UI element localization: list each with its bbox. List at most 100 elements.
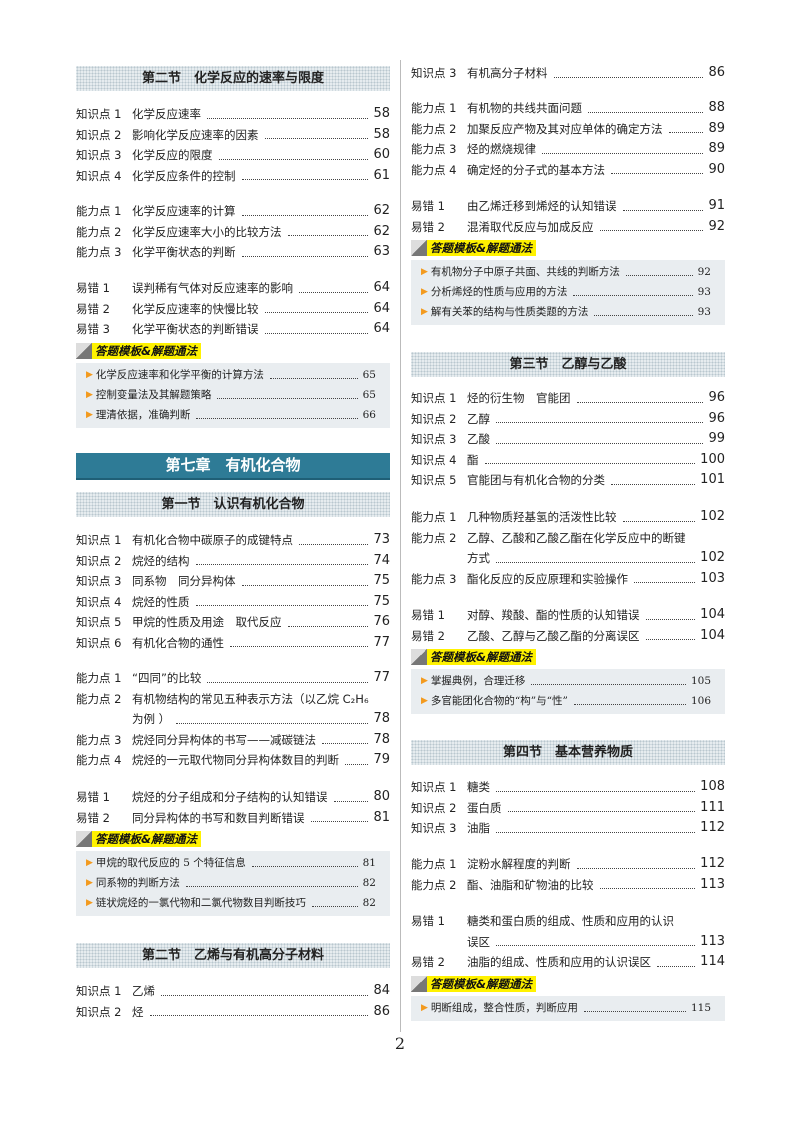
toc-entry[interactable]: 知识点 2 蛋白质 111 (411, 798, 725, 819)
template-entry[interactable]: ▶ 解有关苯的结构与性质类题的方法 93 (411, 302, 725, 322)
template-entry[interactable]: ▶ 链状烷烃的一氯代物和二氯代物数目判断技巧 82 (76, 893, 390, 913)
toc-entry[interactable]: 易错 2 化学反应速率的快慢比较 64 (76, 299, 390, 320)
arrow-right-icon: ▶ (86, 898, 93, 908)
toc-entry[interactable]: 能力点 3 酯化反应的反应原理和实验操作 103 (411, 569, 725, 590)
toc-entry[interactable]: 能力点 3 化学平衡状态的判断 63 (76, 242, 390, 263)
entry-title: 多官能团化合物的“构”与“性” (430, 695, 568, 707)
toc-entry[interactable]: 知识点 1 乙烯 84 (76, 981, 390, 1002)
entry-label: 知识点 3 (76, 148, 122, 162)
entry-page: 102 (700, 509, 725, 524)
toc-entry[interactable]: 易错 2 油脂的组成、性质和应用的认识误区 114 (411, 952, 725, 973)
toc-entry[interactable]: 知识点 4 酯 100 (411, 450, 725, 471)
toc-entry[interactable]: 能力点 3 烷烃同分异构体的书写——减碳链法 78 (76, 730, 390, 751)
entry-page: 113 (700, 876, 725, 892)
toc-entry[interactable]: 能力点 2 有机物结构的常见五种表示方法（以乙烷 C₂H₆ (76, 689, 390, 710)
toc-entry[interactable]: 能力点 1 “四同”的比较 77 (76, 668, 390, 689)
entry-title: 糖类和蛋白质的组成、性质和应用的认识 (467, 914, 674, 928)
template-entry[interactable]: ▶ 化学反应速率和化学平衡的计算方法 65 (76, 365, 390, 385)
toc-entry[interactable]: 能力点 2 酯、油脂和矿物油的比较 113 (411, 875, 725, 896)
toc-entry[interactable]: 知识点 4 化学反应条件的控制 61 (76, 166, 390, 187)
template-entry[interactable]: ▶ 有机物分子中原子共面、共线的判断方法 92 (411, 262, 725, 282)
dot-leader (599, 230, 704, 231)
entry-page: 111 (700, 799, 725, 815)
entry-title: 烃 (132, 1004, 144, 1019)
toc-entry[interactable]: 为例 ） 78 (76, 709, 390, 730)
entry-title: 有机化合物的通性 (132, 635, 224, 650)
toc-entry[interactable]: 易错 2 混淆取代反应与加成反应 92 (411, 217, 725, 238)
entry-page: 93 (697, 306, 711, 318)
toc-entry[interactable]: 能力点 3 烃的燃烧规律 89 (411, 139, 725, 160)
entry-page: 89 (708, 120, 725, 136)
arrow-right-icon: ▶ (86, 878, 93, 888)
toc-entry[interactable]: 知识点 2 乙醇 96 (411, 409, 725, 430)
entry-page: 79 (373, 752, 390, 767)
toc-entry[interactable]: 知识点 3 同系物 同分异构体 75 (76, 571, 390, 592)
template-entry[interactable]: ▶ 甲烷的取代反应的 5 个特征信息 81 (76, 853, 390, 873)
toc-entry[interactable]: 易错 1 对醇、羧酸、酯的性质的认知错误 104 (411, 605, 725, 626)
toc-entry[interactable]: 知识点 3 化学反应的限度 60 (76, 145, 390, 166)
entry-page: 90 (708, 161, 725, 177)
toc-entry[interactable]: 知识点 1 有机化合物中碳原子的成键特点 73 (76, 530, 390, 551)
toc-entry[interactable]: 易错 2 乙酸、乙醇与乙酸乙酯的分离误区 104 (411, 626, 725, 647)
entry-page: 64 (373, 321, 390, 336)
toc-entry[interactable]: 知识点 6 有机化合物的通性 77 (76, 633, 390, 654)
toc-entry[interactable]: 知识点 1 糖类 108 (411, 777, 725, 798)
entry-group: 能力点 1 几种物质羟基氢的活泼性比较 102 能力点 2 乙醇、乙酸和乙酸乙酯在化学反… (411, 507, 725, 589)
dot-leader (645, 618, 696, 620)
template-entry[interactable]: ▶ 同系物的判断方法 82 (76, 873, 390, 893)
toc-entry[interactable]: 能力点 4 确定烃的分子式的基本方法 90 (411, 160, 725, 181)
entry-title: 烷烃的分子组成和分子结构的认知错误 (132, 790, 328, 804)
dot-leader (634, 582, 696, 583)
entry-label: 知识点 1 (76, 107, 122, 121)
toc-entry[interactable]: 能力点 1 几种物质羟基氢的活泼性比较 102 (411, 507, 725, 528)
toc-entry[interactable]: 能力点 4 烷烃的一元取代物同分异构体数目的判断 79 (76, 750, 390, 771)
dot-leader (668, 132, 704, 133)
toc-entry[interactable]: 能力点 2 加聚反应产物及其对应单体的确定方法 89 (411, 119, 725, 140)
template-entry[interactable]: ▶ 分析烯烃的性质与应用的方法 93 (411, 282, 725, 302)
toc-entry[interactable]: 能力点 2 乙醇、乙酸和乙酸乙酯在化学反应中的断键 (411, 528, 725, 549)
toc-entry[interactable]: 易错 1 误判稀有气体对反应速率的影响 64 (76, 278, 390, 299)
dot-leader (195, 605, 369, 606)
entry-title: 油脂的组成、性质和应用的认识误区 (467, 955, 651, 969)
entry-title: 对醇、羧酸、酯的性质的认知错误 (467, 608, 640, 622)
entry-page: 63 (373, 244, 390, 259)
toc-entry[interactable]: 知识点 5 官能团与有机化合物的分类 101 (411, 470, 725, 491)
toc-entry[interactable]: 易错 2 同分异构体的书写和数目判断错误 81 (76, 808, 390, 829)
toc-entry[interactable]: 知识点 2 烷烃的结构 74 (76, 551, 390, 572)
toc-entry[interactable]: 能力点 1 淀粉水解程度的判断 112 (411, 854, 725, 875)
arrow-right-icon: ▶ (421, 696, 428, 706)
template-entry[interactable]: ▶ 理清依据，准确判断 66 (76, 405, 390, 425)
toc-entry[interactable]: 知识点 1 烃的衍生物 官能团 96 (411, 388, 725, 409)
entry-page: 82 (362, 877, 376, 889)
dot-leader (241, 214, 369, 216)
entry-page: 77 (373, 670, 390, 685)
toc-entry[interactable]: 知识点 3 油脂 112 (411, 818, 725, 839)
entry-page: 64 (373, 280, 390, 295)
toc-entry[interactable]: 方式 102 (411, 548, 725, 569)
template-entry[interactable]: ▶ 掌握典例，合理迁移 105 (411, 671, 725, 691)
toc-entry[interactable]: 易错 1 烷烃的分子组成和分子结构的认知错误 80 (76, 787, 390, 808)
toc-entry[interactable]: 能力点 2 化学反应速率大小的比较方法 62 (76, 222, 390, 243)
toc-entry[interactable]: 知识点 2 影响化学反应速率的因素 58 (76, 125, 390, 146)
toc-entry[interactable]: 易错 1 由乙烯迁移到烯烃的认知错误 91 (411, 196, 725, 217)
toc-entry[interactable]: 能力点 1 化学反应速率的计算 62 (76, 201, 390, 222)
toc-entry[interactable]: 知识点 2 烃 86 (76, 1002, 390, 1023)
toc-entry[interactable]: 知识点 3 乙酸 99 (411, 429, 725, 450)
toc-entry[interactable]: 知识点 5 甲烷的性质及用途 取代反应 76 (76, 612, 390, 633)
toc-entry[interactable]: 能力点 1 有机物的共线共面问题 88 (411, 98, 725, 119)
entry-label: 知识点 4 (76, 594, 122, 609)
dot-leader (333, 800, 369, 802)
toc-entry[interactable]: 易错 1 糖类和蛋白质的组成、性质和应用的认识 (411, 911, 725, 932)
toc-entry[interactable]: 误区 113 (411, 932, 725, 953)
template-entry[interactable]: ▶ 明断组成，整合性质，判断应用 115 (411, 998, 725, 1018)
template-entry[interactable]: ▶ 多官能团化合物的“构”与“性” 106 (411, 691, 725, 711)
entry-label: 易错 1 (411, 914, 445, 928)
toc-entry[interactable]: 知识点 4 烷烃的性质 75 (76, 592, 390, 613)
toc-entry[interactable]: 知识点 1 化学反应速率 58 (76, 104, 390, 125)
dot-leader (622, 209, 704, 211)
toc-entry[interactable]: 知识点 3 有机高分子材料 86 (411, 63, 725, 84)
dot-leader (230, 646, 369, 647)
toc-entry[interactable]: 易错 3 化学平衡状态的判断错误 64 (76, 319, 390, 340)
template-entry[interactable]: ▶ 控制变量法及其解题策略 65 (76, 385, 390, 405)
entry-title: 有机物分子中原子共面、共线的判断方法 (430, 266, 620, 278)
